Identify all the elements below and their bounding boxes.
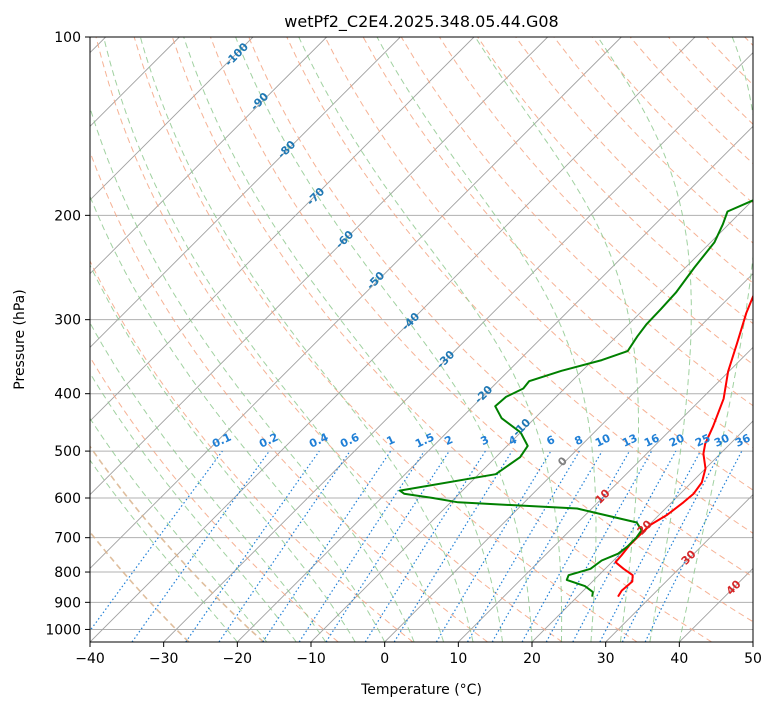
mixing-ratio-label: 1.5	[413, 431, 436, 451]
mixing-ratio-line	[600, 451, 701, 642]
isotherm-line	[237, 37, 775, 642]
isotherm-line	[16, 37, 621, 642]
dry-adiabat-line	[516, 37, 775, 642]
x-tick-label: −10	[296, 651, 326, 667]
dry-adiabat-line	[96, 37, 562, 642]
dry-adiabat-line	[0, 37, 189, 642]
mixing-ratio-label: 36	[733, 431, 753, 449]
mixing-ratio-label: 20	[667, 431, 687, 449]
dry-adiabat-label: -20	[472, 383, 495, 406]
y-tick-label: 200	[54, 208, 81, 224]
dry-adiabat-line	[554, 37, 775, 642]
isotherm-line	[164, 37, 769, 642]
dry-adiabat-line	[592, 37, 775, 642]
mixing-ratio-label: 10	[593, 431, 613, 449]
y-axis-label: Pressure (hPa)	[12, 289, 28, 389]
mixing-ratio-line	[326, 451, 449, 642]
background-lines	[0, 37, 775, 642]
dry-adiabat-label: -70	[304, 185, 327, 208]
mixing-ratio-label: 1	[385, 433, 397, 448]
dry-adiabat-label: 0	[555, 454, 570, 469]
y-tick-label: 400	[54, 387, 81, 403]
mixing-ratio-line	[546, 451, 651, 642]
mixing-ratio-label: 16	[642, 431, 662, 449]
y-tick-label: 300	[54, 313, 81, 329]
isotherm-line	[311, 37, 775, 642]
mixing-ratio-line	[219, 451, 350, 642]
dry-adiabat-line	[707, 37, 775, 642]
mixing-ratio-line	[299, 451, 424, 642]
x-tick-label: −40	[75, 651, 105, 667]
mixing-ratio-label: 8	[573, 433, 585, 448]
y-tick-label: 500	[54, 444, 81, 460]
x-tick-label: 20	[523, 651, 541, 667]
moist-adiabat-line	[20, 37, 356, 642]
dry-adiabat-line	[58, 37, 488, 642]
y-tick-label: 700	[54, 531, 81, 547]
chart-title: wetPf2_C2E4.2025.348.05.44.G08	[284, 12, 558, 32]
x-tick-label: 10	[449, 651, 467, 667]
x-tick-label: −30	[149, 651, 179, 667]
isotherm-line	[0, 37, 474, 642]
dry-adiabat-label: 30	[679, 547, 699, 567]
mixing-ratio-label: 13	[620, 431, 639, 449]
isotherm-line	[753, 37, 775, 642]
y-tick-label: 100	[54, 30, 81, 46]
mixing-ratio-label: 3	[479, 433, 491, 448]
mixing-ratio-label: 30	[712, 431, 732, 449]
mixing-ratio-line	[468, 451, 580, 642]
moist-adiabat-line	[299, 37, 562, 642]
dry-adiabat-line	[134, 37, 637, 642]
isotherm-line	[458, 37, 775, 642]
isotherm-line	[679, 37, 775, 642]
isotherm-line	[0, 37, 548, 642]
mixing-ratio-label: 2	[443, 433, 455, 448]
moist-adiabat-line	[72, 37, 414, 642]
isotherm-line	[90, 37, 695, 642]
x-tick-label: 50	[744, 651, 762, 667]
moist-adiabat-line	[0, 37, 237, 642]
x-tick-label: 40	[670, 651, 688, 667]
x-tick-label: 30	[597, 651, 615, 667]
mixing-ratio-label: 6	[545, 433, 558, 448]
y-tick-label: 800	[54, 565, 81, 581]
dry-adiabat-line	[20, 37, 413, 642]
isotherm-line	[0, 37, 400, 642]
moist-adiabat-line	[140, 37, 473, 642]
mixing-ratio-line	[522, 451, 629, 642]
dry-adiabat-label: -80	[275, 138, 298, 161]
dry-adiabat-line	[745, 37, 775, 642]
y-tick-label: 600	[54, 491, 81, 507]
isotherm-line	[0, 37, 253, 642]
mixing-ratio-label: 0.1	[210, 431, 233, 451]
x-tick-label: 0	[380, 651, 389, 667]
x-tick-label: −20	[223, 651, 253, 667]
mixing-ratio-line	[573, 451, 676, 642]
moist-adiabat-line	[184, 37, 503, 642]
mixing-ratio-label: 0.4	[307, 430, 330, 450]
mixing-ratio-line	[82, 451, 223, 642]
y-tick-label: 1000	[45, 622, 81, 638]
dry-adiabat-line	[478, 37, 775, 642]
mixing-ratio-line	[263, 451, 391, 642]
y-tick-label: 900	[54, 595, 81, 611]
plot-frame	[90, 37, 753, 642]
dry-adiabat-line	[0, 37, 338, 642]
temperature-line	[616, 37, 775, 597]
x-axis-label: Temperature (°C)	[360, 682, 482, 698]
moist-adiabat-line	[598, 37, 692, 642]
moist-adiabat-line	[377, 37, 596, 642]
moist-adiabat-line	[44, 37, 385, 642]
dry-adiabat-line	[668, 37, 775, 642]
mixing-ratio-label: 0.2	[257, 431, 280, 451]
